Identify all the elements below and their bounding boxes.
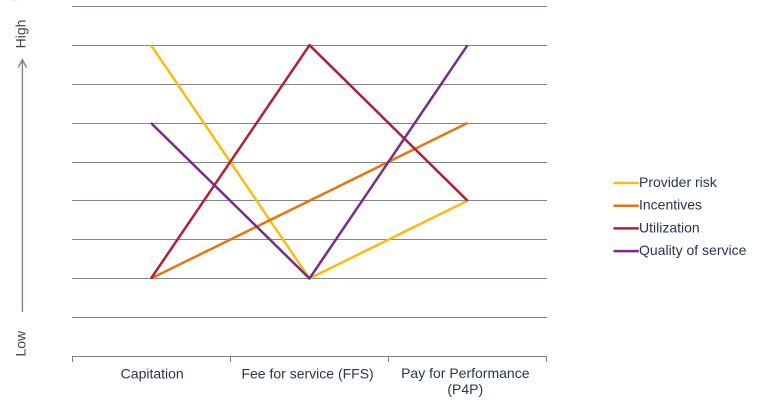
svg-text:Provider risk: Provider risk xyxy=(639,174,718,190)
svg-text:Incentives: Incentives xyxy=(639,197,702,213)
svg-text:Capitation: Capitation xyxy=(121,365,184,381)
svg-text:Utilization: Utilization xyxy=(639,219,700,235)
svg-text:Low: Low xyxy=(13,330,29,357)
svg-text:Quality of service: Quality of service xyxy=(639,242,747,258)
svg-text:Fee for service (FFS): Fee for service (FFS) xyxy=(241,365,373,381)
svg-text:Pay for Performance: Pay for Performance xyxy=(401,365,530,381)
svg-text:(P4P): (P4P) xyxy=(447,381,483,397)
svg-text:High: High xyxy=(13,20,29,49)
